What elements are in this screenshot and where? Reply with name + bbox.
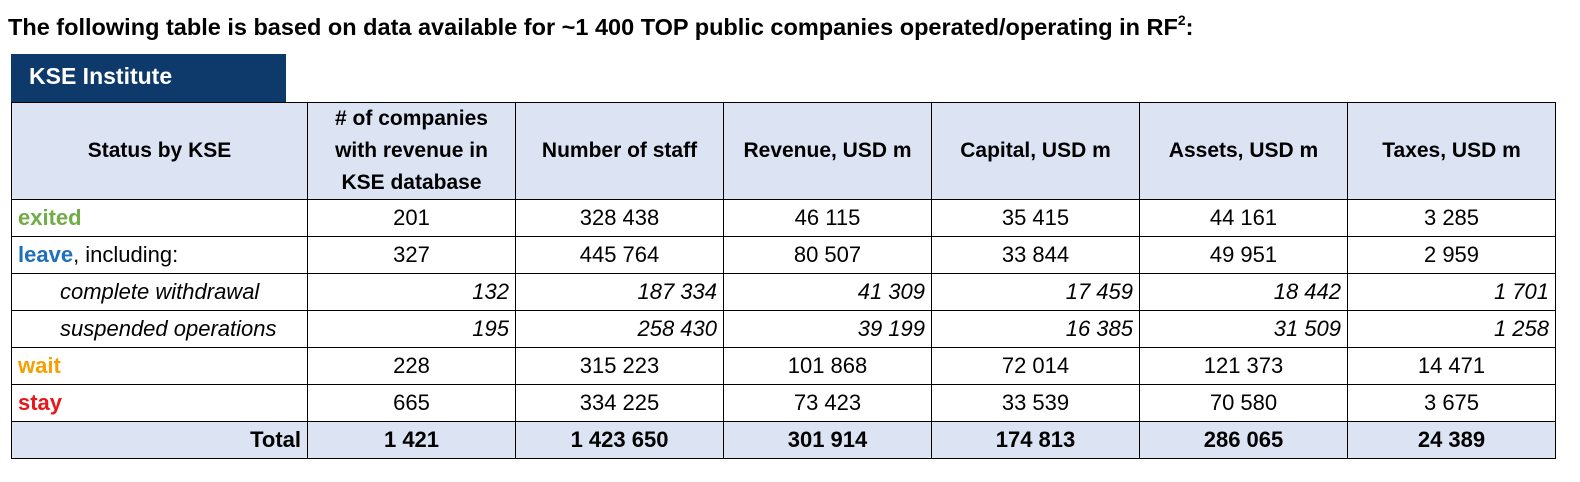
table-cell: 18 442 — [1139, 273, 1348, 311]
table-cell: 445 764 — [515, 236, 724, 274]
table-cell: 2 959 — [1347, 236, 1556, 274]
header-staff: Number of staff — [515, 102, 724, 200]
kse-institute-badge: KSE Institute — [11, 54, 286, 102]
total-label: Total — [11, 421, 308, 459]
table-cell: 73 423 — [723, 384, 932, 422]
table-cell: 665 — [307, 384, 516, 422]
row-label-exited: exited — [11, 199, 308, 237]
table-cell: 1 423 650 — [515, 421, 724, 459]
table-cell: 315 223 — [515, 347, 724, 385]
table-cell: 1 701 — [1347, 273, 1556, 311]
table-cell: 1 258 — [1347, 310, 1556, 348]
table-cell: 49 951 — [1139, 236, 1348, 274]
table-cell: 228 — [307, 347, 516, 385]
table-cell: 174 813 — [931, 421, 1140, 459]
row-label-suspended-operations: suspended operations — [11, 310, 308, 348]
header-status: Status by KSE — [11, 102, 308, 200]
table-cell: 39 199 — [723, 310, 932, 348]
header-companies: # of companies with revenue in KSE datab… — [307, 102, 516, 200]
table-cell: 258 430 — [515, 310, 724, 348]
table-cell: 3 285 — [1347, 199, 1556, 237]
header-taxes: Taxes, USD m — [1347, 102, 1556, 200]
table-cell: 80 507 — [723, 236, 932, 274]
table-cell: 16 385 — [931, 310, 1140, 348]
table-row: stay 665 334 225 73 423 33 539 70 580 3 … — [11, 384, 1556, 422]
headline: The following table is based on data ava… — [8, 12, 1194, 40]
header-assets: Assets, USD m — [1139, 102, 1348, 200]
table-cell: 195 — [307, 310, 516, 348]
table-cell: 327 — [307, 236, 516, 274]
table-row: suspended operations 195 258 430 39 199 … — [11, 310, 1556, 348]
table-row: exited 201 328 438 46 115 35 415 44 161 … — [11, 199, 1556, 237]
table-cell: 33 844 — [931, 236, 1140, 274]
row-label-complete-withdrawal: complete withdrawal — [11, 273, 308, 311]
table-row: leave, including: 327 445 764 80 507 33 … — [11, 236, 1556, 274]
table-cell: 334 225 — [515, 384, 724, 422]
table-cell: 41 309 — [723, 273, 932, 311]
table-cell: 33 539 — [931, 384, 1140, 422]
row-label-stay: stay — [11, 384, 308, 422]
header-revenue: Revenue, USD m — [723, 102, 932, 200]
table-cell: 14 471 — [1347, 347, 1556, 385]
table-cell: 101 868 — [723, 347, 932, 385]
table-cell: 201 — [307, 199, 516, 237]
row-label-leave: leave, including: — [11, 236, 308, 274]
table-cell: 3 675 — [1347, 384, 1556, 422]
table-cell: 35 415 — [931, 199, 1140, 237]
table-cell: 46 115 — [723, 199, 932, 237]
row-label-wait: wait — [11, 347, 308, 385]
table-cell: 187 334 — [515, 273, 724, 311]
table-row: complete withdrawal 132 187 334 41 309 1… — [11, 273, 1556, 311]
table-cell: 328 438 — [515, 199, 724, 237]
table-cell: 301 914 — [723, 421, 932, 459]
footnote-marker: 2 — [1177, 12, 1186, 28]
table-cell: 17 459 — [931, 273, 1140, 311]
table-header-row: Status by KSE # of companies with revenu… — [11, 102, 1556, 200]
table-cell: 44 161 — [1139, 199, 1348, 237]
table-cell: 1 421 — [307, 421, 516, 459]
table-cell: 31 509 — [1139, 310, 1348, 348]
total-row: Total 1 421 1 423 650 301 914 174 813 28… — [11, 421, 1556, 459]
header-capital: Capital, USD m — [931, 102, 1140, 200]
table-cell: 121 373 — [1139, 347, 1348, 385]
table-cell: 24 389 — [1347, 421, 1556, 459]
table-cell: 132 — [307, 273, 516, 311]
table-row: wait 228 315 223 101 868 72 014 121 373 … — [11, 347, 1556, 385]
table-cell: 286 065 — [1139, 421, 1348, 459]
table-cell: 70 580 — [1139, 384, 1348, 422]
companies-table: Status by KSE # of companies with revenu… — [11, 102, 1556, 459]
table-cell: 72 014 — [931, 347, 1140, 385]
